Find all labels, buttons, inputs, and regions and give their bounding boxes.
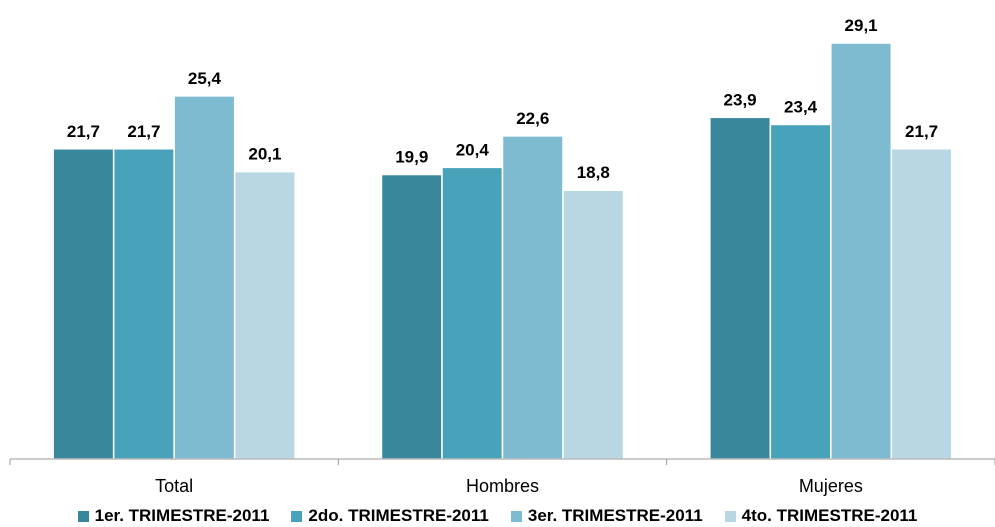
data-label: 23,4 [784,97,818,116]
bar-total-series-2 [112,148,175,460]
data-label: 20,1 [248,145,281,164]
category-label-mujeres: Mujeres [799,476,863,496]
legend-item-series-4: 4to. TRIMESTRE-2011 [724,506,918,526]
x-axis-ticks [9,459,995,465]
bar-total-series-3 [173,95,236,460]
legend-swatch [77,510,89,522]
legend-swatch [291,510,303,522]
legend-item-series-2: 2do. TRIMESTRE-2011 [291,506,489,526]
legend-label: 4to. TRIMESTRE-2011 [741,506,918,525]
legend-item-series-3: 3er. TRIMESTRE-2011 [510,506,703,526]
bar-total-series-1 [52,148,115,460]
data-label: 25,4 [188,69,222,88]
category-label-total: Total [155,476,193,496]
bar-mujeres-series-3 [830,42,893,460]
bars-group [52,42,953,460]
data-labels-group: 21,7 21,7 25,4 20,1 19,9 20,4 22,6 18,8 23,9 23,4… [67,16,938,182]
legend: 1er. TRIMESTRE-2011 2do. TRIMESTRE-2011 3e… [0,505,995,527]
data-label: 21,7 [67,122,100,141]
data-label: 21,7 [127,122,160,141]
bar-hombres-series-3 [501,135,564,460]
bar-total-series-4 [233,170,296,460]
legend-swatch [510,510,522,522]
data-label: 21,7 [905,122,938,141]
data-label: 19,9 [395,148,428,167]
bar-hombres-series-2 [441,166,504,460]
data-label: 23,9 [724,90,757,109]
legend-label: 3er. TRIMESTRE-2011 [527,506,703,525]
data-label: 22,6 [516,109,549,128]
bar-hombres-series-1 [380,173,443,460]
legend-item-series-1: 1er. TRIMESTRE-2011 [77,506,270,526]
category-labels-group: Total Hombres Mujeres [155,476,863,496]
data-label: 18,8 [577,163,610,182]
bar-chart: 21,7 21,7 25,4 20,1 19,9 20,4 22,6 18,8 23,9 23,4… [9,16,995,496]
legend-label: 2do. TRIMESTRE-2011 [308,506,489,525]
data-label: 29,1 [845,16,878,35]
legend-swatch [724,510,736,522]
data-label: 20,4 [456,140,490,159]
bar-mujeres-series-1 [709,116,772,460]
bar-hombres-series-4 [562,189,625,460]
bar-mujeres-series-4 [890,148,953,460]
bar-mujeres-series-2 [769,123,832,460]
legend-label: 1er. TRIMESTRE-2011 [94,506,270,525]
category-label-hombres: Hombres [466,476,539,496]
